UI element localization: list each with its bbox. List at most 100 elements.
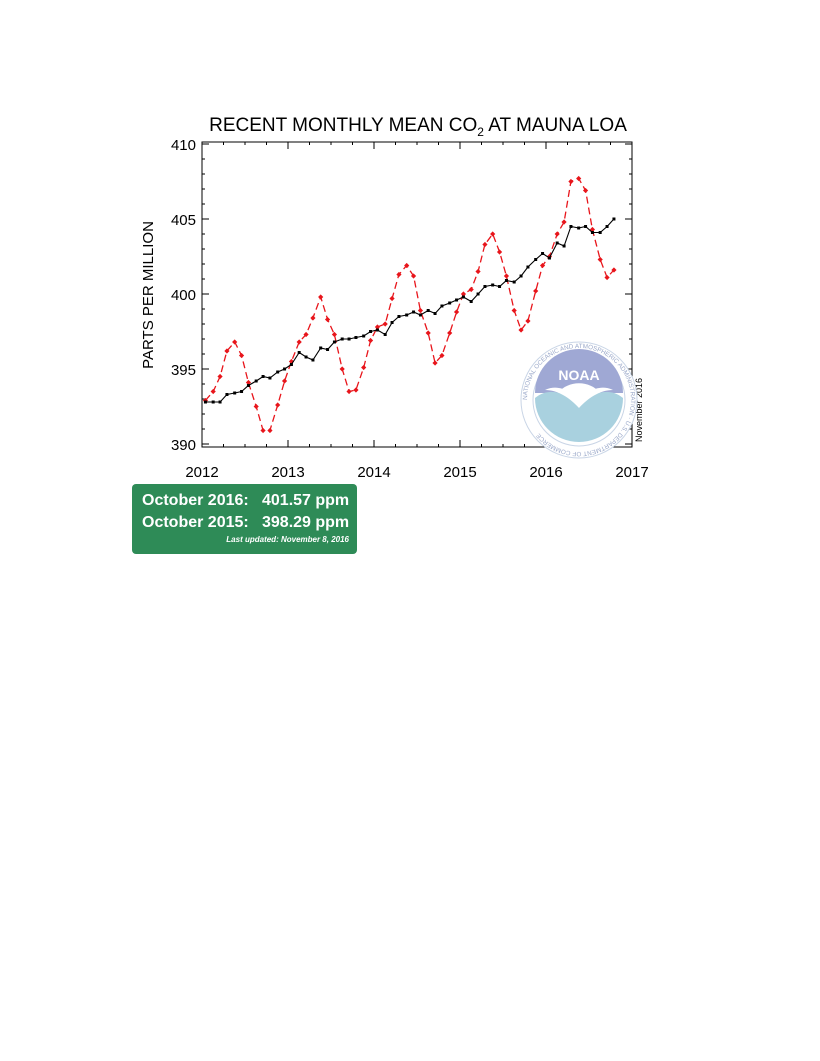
monthly-mean-point [303,331,309,338]
x-tick-label: 2014 [357,464,390,481]
co2-chart: RECENT MONTHLY MEAN CO2 AT MAUNA LOA PAR… [0,0,820,490]
monthly-mean-point [475,268,481,275]
trend-point [203,400,207,404]
trend-point [218,400,222,404]
trend-point [289,363,293,366]
noaa-logo: NATIONAL OCEANIC AND ATMOSPHERIC ADMINIS… [520,341,638,459]
monthly-mean-point [281,378,288,384]
logo-wordmark: NOAA [558,367,599,383]
monthly-mean-point [310,315,316,321]
monthly-mean-point [382,321,388,327]
monthly-mean-point [576,175,582,182]
row1-label: October 2016: [142,492,249,509]
trend-point [397,315,401,318]
trend-point [547,256,551,260]
monthly-mean-point [318,294,324,300]
trend-point [276,370,280,374]
monthly-mean-point [224,348,230,354]
monthly-mean-point [275,402,281,408]
trend-point [590,231,594,234]
x-tick-label: 2015 [443,464,476,481]
monthly-mean-point [453,309,460,315]
trend-point [504,279,508,282]
monthly-mean-point [410,273,417,279]
y-tick-label: 395 [171,362,196,379]
trend-point [326,348,330,351]
trend-point [254,379,258,383]
trend-point [332,340,336,344]
monthly-mean-point [468,286,474,293]
monthly-mean-point [361,364,367,371]
gull-icon [545,387,613,408]
trend-point [311,358,315,362]
trend-point [498,285,502,288]
monthly-mean-point [568,178,574,185]
monthly-mean-point [460,291,467,297]
axes: 390 395 400 405 410 2012 2013 2014 2015 2016 2017 [171,137,649,481]
trend-point [555,241,559,245]
monthly-mean-point [518,327,524,333]
monthly-mean-point [490,231,496,237]
trend-point [246,384,250,387]
trend-point [362,334,366,338]
monthly-mean-point [539,262,546,269]
monthly-mean-point [417,307,424,314]
trend-point [483,285,487,288]
x-tick-label: 2012 [185,464,218,481]
monthly-mean-point [339,366,345,372]
trend-point [534,258,538,261]
trend-point [476,292,480,296]
trend-point [283,367,287,371]
monthly-mean-point [439,352,445,359]
monthly-mean-point [367,337,374,344]
chart-title: RECENT MONTHLY MEAN CO2 AT MAUNA LOA [209,115,627,139]
trend-point [211,400,215,404]
trend-point [319,346,323,350]
trend-point [584,225,588,228]
trend-point [605,225,609,228]
chart-title-subscript: 2 [477,125,484,139]
monthly-mean-point [353,387,359,393]
trend-point [304,355,308,359]
monthly-mean-point [245,379,252,386]
monthly-mean-point [482,241,488,248]
trend-point [390,321,394,324]
monthly-mean-point [238,352,245,359]
trend-point [541,252,545,255]
y-tick-label: 390 [171,437,196,454]
y-axis-label: PARTS PER MILLION [140,221,157,369]
trend-point [491,283,495,287]
chart-svg: RECENT MONTHLY MEAN CO2 AT MAUNA LOA PAR… [140,115,649,481]
trend-line [205,218,615,403]
trend-point [512,280,516,284]
row1-value: 401.57 ppm [262,492,350,509]
y-tick-label: 405 [171,212,196,229]
monthly-mean-point [496,249,503,255]
monthly-mean-point [597,256,603,263]
trend-point [519,274,523,278]
trend-point [448,301,452,305]
trend-point [268,376,272,380]
trend-point [233,391,237,395]
trend-point [347,337,351,341]
trend-point [577,226,581,230]
latest-values-box: October 2016: 401.57 ppm October 2015: 398… [132,484,357,554]
trend-point [418,313,422,317]
monthly-mean-point [389,295,395,302]
monthly-mean-point [447,330,453,336]
monthly-mean-point [217,373,223,380]
monthly-mean-point [296,339,302,345]
date-note: November 2016 [634,378,644,442]
monthly-mean-point [267,427,273,434]
monthly-mean-point [611,267,617,273]
row2-value: 398.29 ppm [262,514,350,531]
trend-point [412,310,416,314]
logo-sea [535,391,623,442]
trend-point [375,328,379,332]
x-tick-label: 2013 [271,464,304,481]
trend-point [598,231,602,234]
trend-point [569,225,573,228]
trend-point [340,337,344,341]
monthly-mean-point [533,288,539,294]
latest-row-2015: October 2015: 398.29 ppm [142,513,349,533]
